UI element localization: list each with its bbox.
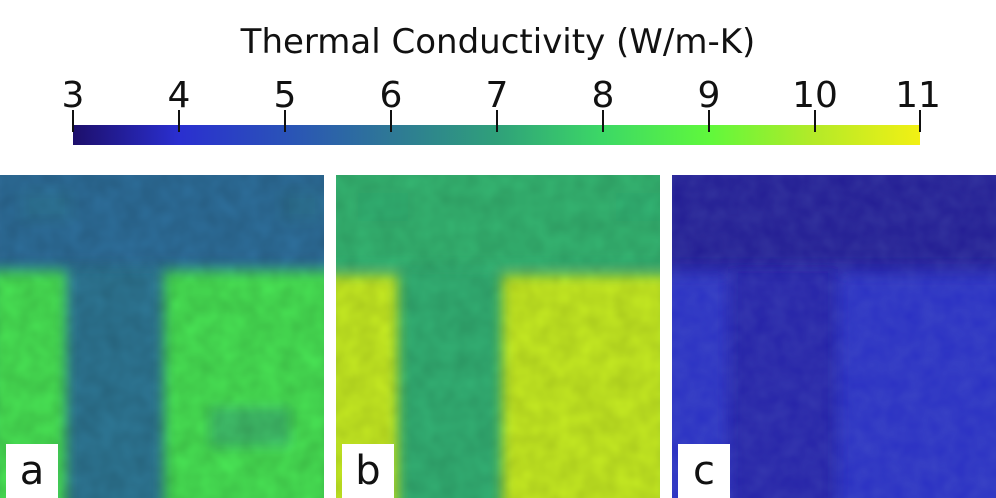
tick-mark-3 [72,110,74,132]
tick-mark-5 [284,110,286,132]
panel-a-label: a [6,444,58,498]
panel-b: b [336,175,660,498]
tick-label-11: 11 [895,75,941,116]
tick-mark-9 [708,110,710,132]
tick-mark-11 [919,110,921,132]
tick-label-7: 7 [485,75,509,116]
tick-label-9: 9 [697,75,721,116]
tick-label-8: 8 [591,75,615,116]
tick-label-3: 3 [61,75,85,116]
panel-c: c [672,175,996,498]
tick-mark-10 [814,110,816,132]
panel-b-label: b [342,444,394,498]
panel-c-label: c [678,444,730,498]
tick-mark-6 [390,110,392,132]
panel-a: a [0,175,324,498]
tick-label-10: 10 [792,75,838,116]
tick-mark-8 [602,110,604,132]
tick-label-5: 5 [273,75,297,116]
colorbar-title: Thermal Conductivity (W/m-K) [240,22,756,62]
tick-label-4: 4 [167,75,191,116]
tick-label-6: 6 [379,75,403,116]
tick-mark-4 [178,110,180,132]
tick-mark-7 [496,110,498,132]
